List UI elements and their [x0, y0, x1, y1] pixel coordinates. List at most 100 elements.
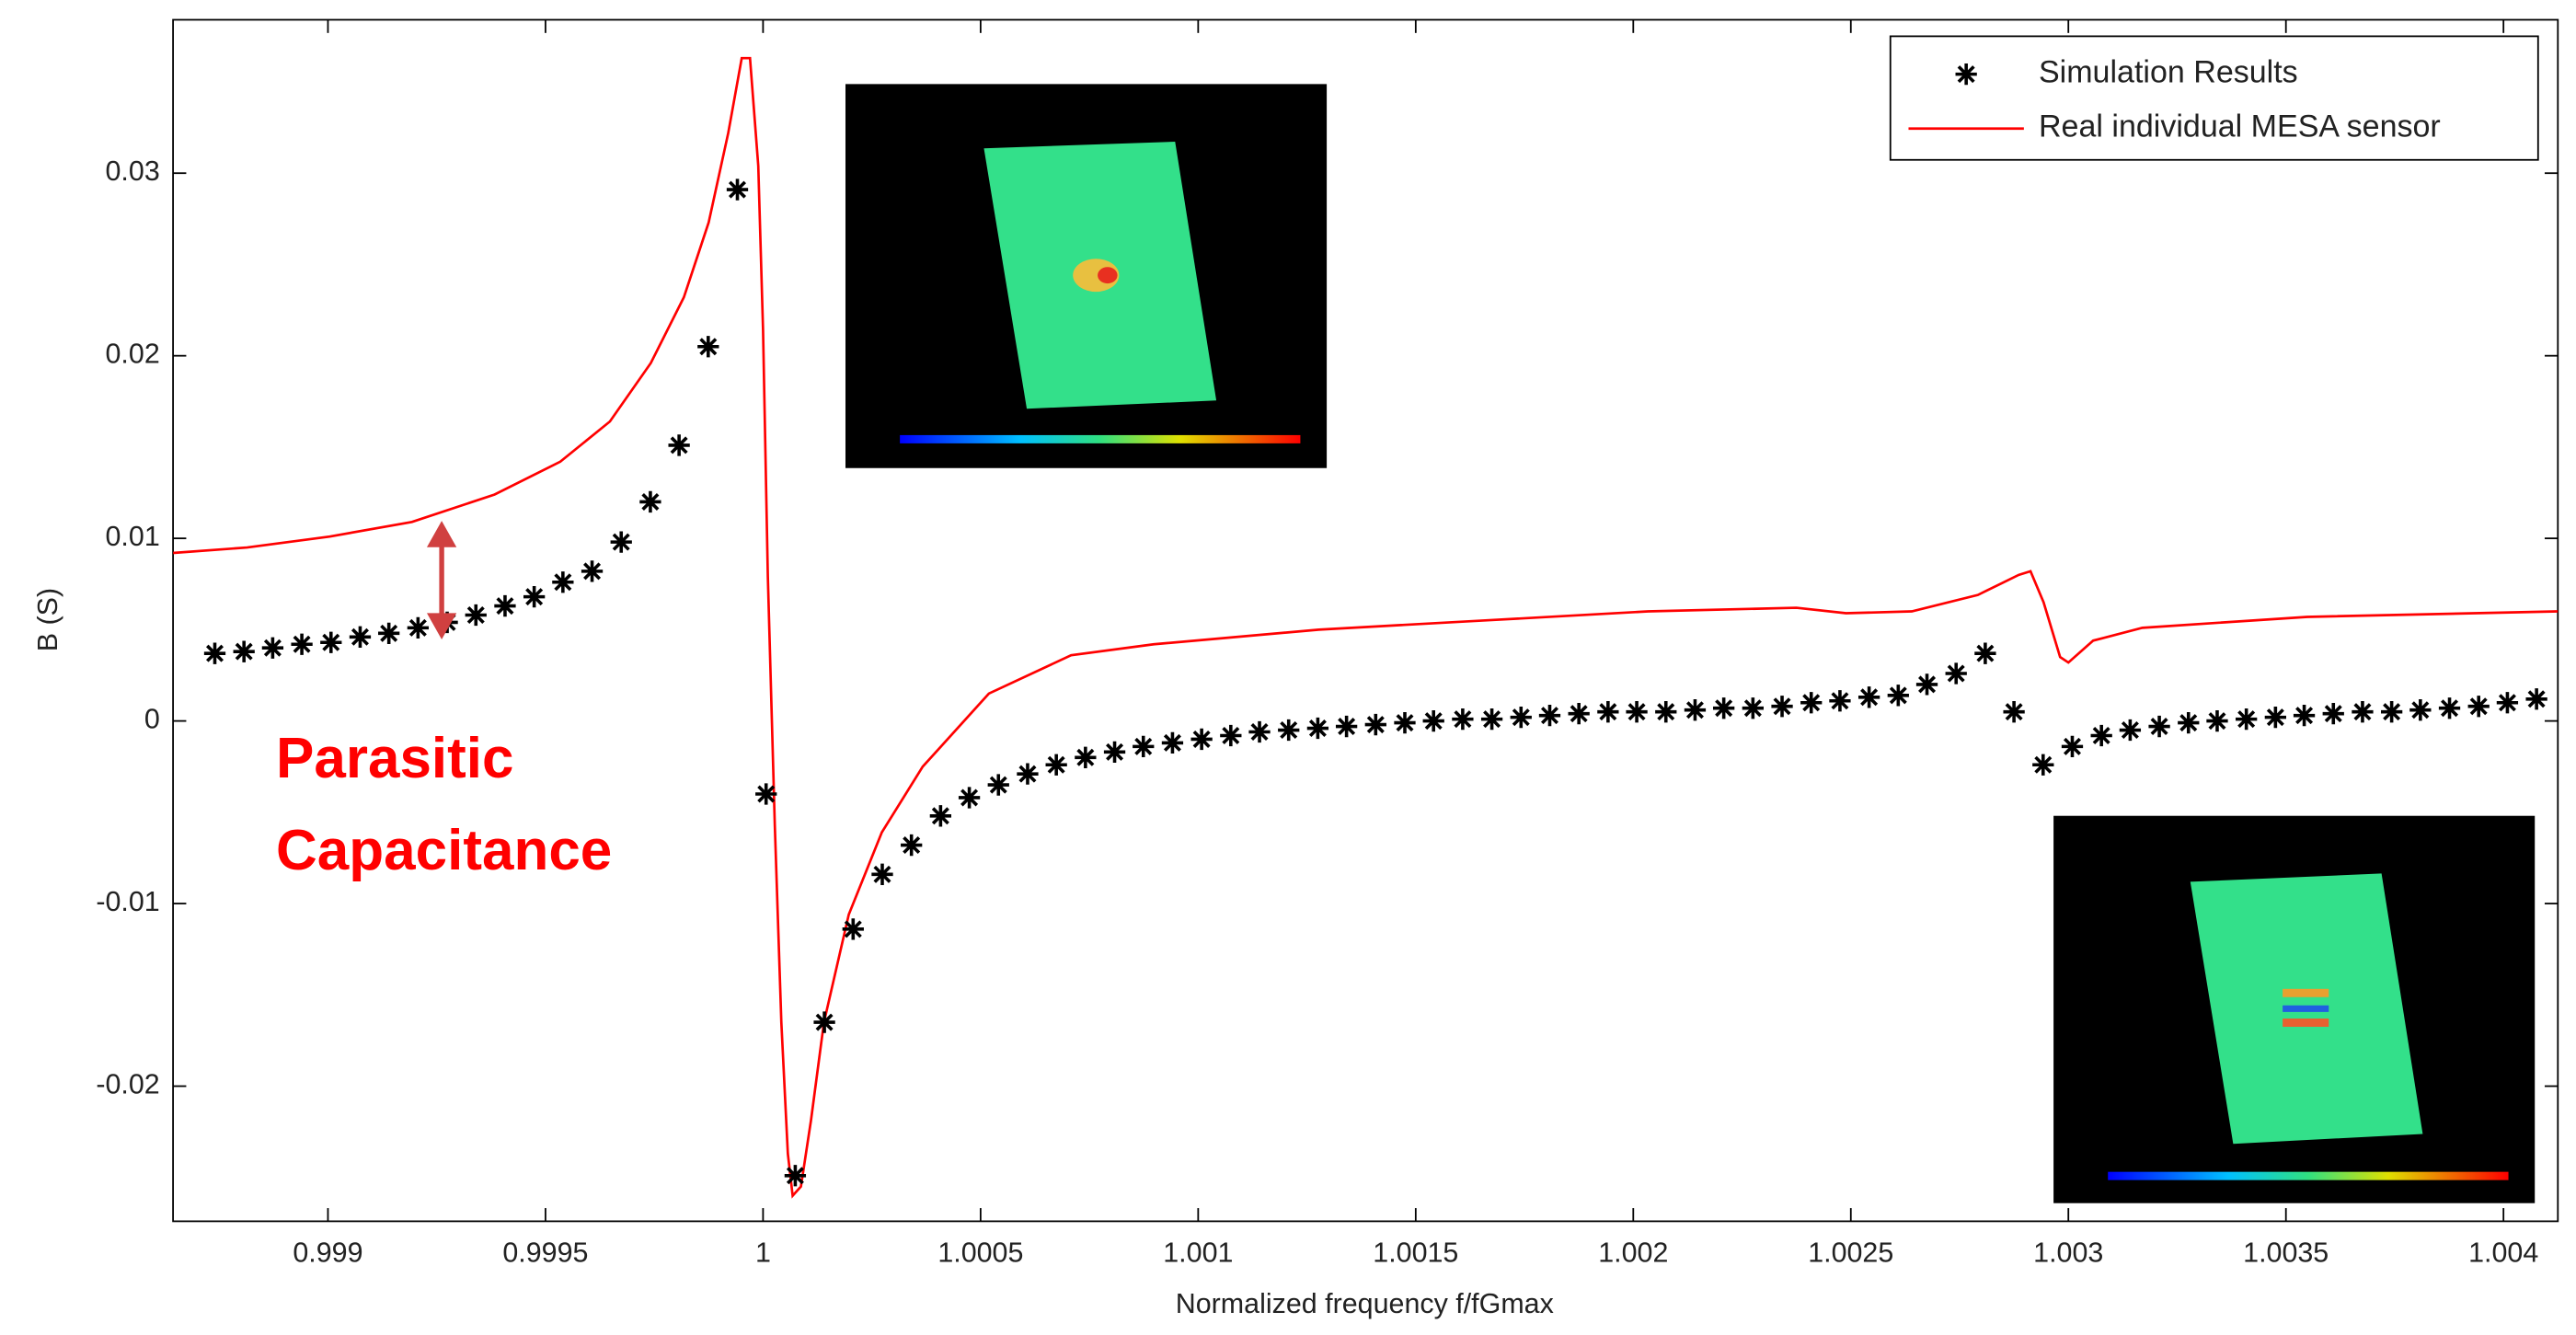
- scatter-point: [2206, 709, 2228, 732]
- scatter-point: [1771, 696, 1793, 718]
- scatter-point: [523, 586, 546, 608]
- scatter-point: [1220, 724, 1242, 747]
- scatter-point: [1422, 709, 1444, 732]
- scatter-point: [1017, 763, 1039, 785]
- scatter-point: [1974, 642, 1996, 664]
- scatter-point: [2525, 688, 2547, 710]
- scatter-point: [871, 863, 893, 885]
- inset-image: [845, 84, 1328, 468]
- scatter-point: [2467, 696, 2490, 718]
- scatter-point: [320, 631, 342, 653]
- legend-box: [1889, 35, 2539, 161]
- scatter-point: [349, 626, 372, 648]
- scatter-point: [1364, 713, 1386, 736]
- scatter-point: [1538, 705, 1561, 727]
- scatter-point: [1655, 701, 1677, 723]
- x-tick-label: 1.003: [2033, 1237, 2103, 1268]
- scatter-point: [2380, 701, 2403, 723]
- scatter-point: [2148, 715, 2170, 738]
- x-tick-label: 0.9995: [502, 1237, 588, 1268]
- scatter-point: [2322, 703, 2344, 725]
- scatter-point: [1248, 720, 1271, 743]
- scatter-point: [2352, 701, 2374, 723]
- scatter-point: [2409, 699, 2432, 721]
- y-tick-label: 0: [144, 704, 160, 735]
- scatter-point: [2264, 706, 2286, 729]
- scatter-point: [1480, 708, 1503, 731]
- scatter-point: [407, 616, 430, 639]
- scatter-point: [1510, 706, 1532, 729]
- scatter-point: [639, 490, 661, 513]
- scatter-point: [2119, 719, 2142, 742]
- scatter-point: [1190, 728, 1213, 751]
- scatter-point: [465, 604, 487, 627]
- x-tick-label: 0.999: [293, 1237, 362, 1268]
- scatter-point: [1133, 735, 1155, 758]
- inset-image: [2053, 815, 2536, 1203]
- scatter-point: [1452, 708, 1474, 731]
- scatter-point: [581, 560, 604, 582]
- scatter-point: [1568, 703, 1590, 725]
- scatter-point: [1161, 731, 1184, 754]
- y-tick-label: 0.03: [106, 155, 160, 187]
- scatter-point: [1713, 697, 1735, 719]
- scatter-point: [813, 1011, 835, 1033]
- x-tick-label: 1.002: [1598, 1237, 1668, 1268]
- scatter-point: [2236, 708, 2258, 731]
- legend-marker: [1955, 63, 1977, 86]
- scatter-point: [610, 531, 632, 553]
- scatter-point: [1742, 697, 1764, 719]
- x-tick-label: 1.004: [2468, 1237, 2538, 1268]
- scatter-point: [203, 642, 226, 664]
- scatter-point: [1887, 685, 1909, 707]
- scatter-point: [1597, 701, 1619, 723]
- y-tick-label: -0.01: [96, 886, 159, 917]
- scatter-point: [1945, 662, 1967, 685]
- scatter-point: [1857, 686, 1880, 708]
- scatter-point: [261, 637, 284, 659]
- y-tick-label: 0.01: [106, 521, 160, 552]
- legend-label: Simulation Results: [2039, 55, 2298, 90]
- scatter-point: [697, 336, 719, 358]
- x-tick-label: 1.0005: [937, 1237, 1023, 1268]
- x-axis-label: Normalized frequency f/fGmax: [1176, 1288, 1554, 1319]
- scatter-point: [1800, 692, 1823, 714]
- y-tick-label: -0.02: [96, 1069, 159, 1100]
- scatter-point: [668, 434, 690, 456]
- x-tick-label: 1.0035: [2243, 1237, 2329, 1268]
- scatter-point: [987, 774, 1009, 796]
- scatter-point: [1103, 741, 1126, 763]
- scatter-point: [2003, 701, 2025, 723]
- x-tick-label: 1.0025: [1808, 1237, 1893, 1268]
- scatter-point: [1278, 719, 1300, 742]
- scatter-point: [291, 633, 313, 655]
- scatter-point: [901, 834, 923, 857]
- scatter-point: [726, 178, 749, 201]
- scatter-point: [552, 571, 574, 593]
- x-tick-label: 1.0015: [1373, 1237, 1458, 1268]
- scatter-point: [2032, 754, 2054, 776]
- scatter-point: [494, 594, 516, 617]
- annotation-arrow: [426, 521, 457, 640]
- x-tick-label: 1: [755, 1237, 771, 1268]
- scatter-point: [2178, 711, 2200, 734]
- scatter-point: [2438, 697, 2461, 719]
- scatter-point: [1626, 701, 1648, 723]
- scatter-point: [1684, 699, 1707, 721]
- scatter-point: [1829, 690, 1851, 712]
- scatter-point: [1915, 673, 1938, 696]
- scatter-point: [1045, 754, 1067, 776]
- scatter-point: [755, 783, 777, 805]
- scatter-point: [2496, 692, 2519, 714]
- scatter-point: [842, 918, 864, 940]
- scatter-point: [2061, 735, 2084, 758]
- scatter-point: [929, 805, 952, 827]
- legend: Simulation Results Real individual MESA s…: [1889, 35, 2539, 161]
- scatter-point: [1335, 715, 1358, 738]
- scatter-point: [1075, 746, 1097, 768]
- scatter-point: [1394, 711, 1416, 734]
- annotation: Parasitic Capacitance: [276, 727, 613, 882]
- scatter-point: [2090, 724, 2112, 747]
